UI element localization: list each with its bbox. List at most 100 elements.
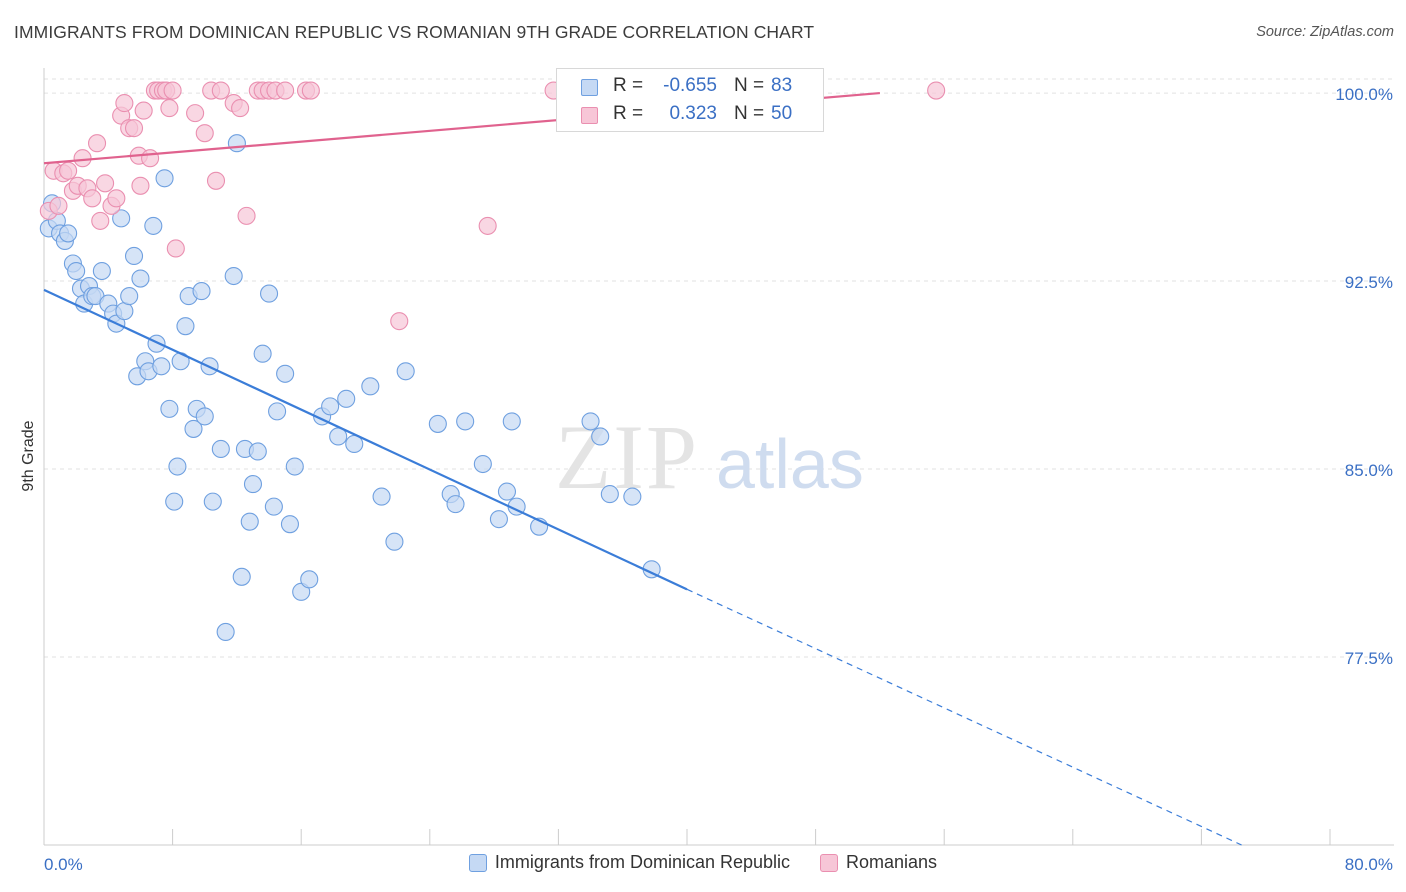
- point-dominican: [361, 377, 380, 396]
- point-romanian: [96, 174, 115, 193]
- point-romanian: [73, 149, 92, 168]
- point-dominican: [184, 419, 203, 438]
- x-tick-label: 80.0%: [1345, 855, 1393, 874]
- point-romanian: [237, 206, 256, 225]
- point-dominican: [456, 412, 475, 431]
- chart-title: IMMIGRANTS FROM DOMINICAN REPUBLIC VS RO…: [14, 22, 815, 42]
- point-romanian: [211, 81, 230, 100]
- point-romanian: [107, 189, 126, 208]
- point-dominican: [165, 492, 184, 511]
- stats-r-value: 0.323: [669, 103, 717, 124]
- legend-item-romanians[interactable]: Romanians: [820, 852, 937, 873]
- point-dominican: [300, 570, 319, 589]
- legend-swatch-blue: [468, 853, 487, 872]
- point-romanian: [87, 134, 107, 153]
- point-dominican: [211, 439, 230, 459]
- trend-line-dominican-extension: [686, 588, 1242, 846]
- point-romanian: [141, 149, 160, 168]
- point-romanian: [160, 99, 179, 118]
- point-romanian: [49, 196, 68, 215]
- point-romanian: [134, 101, 153, 120]
- stats-row-dominican: R = -0.655 N = 83: [557, 72, 823, 102]
- stats-swatch-blue: [581, 79, 598, 96]
- point-dominican: [144, 216, 163, 235]
- point-romanian: [91, 211, 110, 230]
- point-dominican: [473, 454, 492, 474]
- point-romanian: [163, 81, 182, 100]
- point-dominican: [168, 457, 187, 476]
- stats-box: R = -0.655 N = 83 R = 0.323 N = 50: [556, 68, 824, 132]
- point-romanian: [195, 124, 214, 143]
- stats-swatch-pink: [581, 107, 598, 124]
- point-dominican: [152, 357, 171, 376]
- point-romanian: [115, 94, 134, 113]
- point-dominican: [623, 487, 642, 506]
- point-dominican: [232, 567, 251, 586]
- stats-r-label: R =: [613, 103, 644, 124]
- point-dominican: [502, 412, 521, 431]
- point-romanian: [301, 81, 320, 100]
- point-dominican: [216, 622, 235, 642]
- point-dominican: [489, 510, 508, 529]
- point-dominican: [243, 475, 263, 494]
- point-dominican: [176, 317, 195, 336]
- point-dominican: [253, 344, 272, 363]
- y-tick-label: 92.5%: [1345, 273, 1393, 292]
- point-dominican: [67, 261, 86, 281]
- point-dominican: [337, 389, 356, 408]
- point-dominican: [92, 261, 111, 281]
- stats-n-value: 50: [771, 103, 793, 124]
- point-dominican: [195, 407, 214, 426]
- point-romanian: [390, 312, 409, 331]
- data-points: [39, 81, 946, 642]
- stats-n-label: N =: [734, 103, 765, 124]
- point-dominican: [372, 487, 391, 506]
- point-romanian: [131, 176, 150, 195]
- point-dominican: [192, 282, 211, 301]
- point-romanian: [59, 161, 78, 180]
- trend-line-dominican: [43, 288, 688, 591]
- point-dominican: [115, 302, 134, 321]
- point-dominican: [581, 412, 600, 431]
- point-dominican: [591, 427, 610, 446]
- point-dominican: [285, 457, 304, 476]
- point-romanian: [478, 216, 497, 235]
- legend: Immigrants from Dominican Republic Roman…: [0, 852, 1406, 873]
- legend-label: Immigrants from Dominican Republic: [494, 852, 791, 872]
- y-axis-label: 9th Grade: [20, 420, 37, 491]
- stats-n-label: N =: [734, 75, 765, 96]
- watermark-atlas: atlas: [716, 425, 864, 503]
- x-tick-label: 0.0%: [44, 855, 83, 874]
- y-tick-label: 100.0%: [1335, 85, 1393, 104]
- point-dominican: [240, 512, 259, 531]
- point-dominican: [321, 397, 340, 416]
- point-romanian: [206, 171, 226, 190]
- point-dominican: [224, 266, 243, 286]
- legend-item-dominican[interactable]: Immigrants from Dominican Republic: [468, 852, 791, 873]
- point-dominican: [600, 485, 619, 504]
- point-dominican: [396, 362, 415, 381]
- point-romanian: [124, 119, 144, 138]
- point-dominican: [120, 287, 139, 306]
- y-tick-label: 85.0%: [1345, 461, 1393, 480]
- point-dominican: [131, 269, 150, 288]
- legend-label: Romanians: [846, 852, 938, 872]
- point-dominican: [497, 482, 517, 501]
- point-dominican: [59, 224, 78, 243]
- source-label: Source: ZipAtlas.com: [1256, 24, 1394, 40]
- stats-r-value: -0.655: [663, 75, 717, 96]
- point-dominican: [268, 402, 287, 421]
- point-dominican: [160, 399, 179, 418]
- point-dominican: [446, 495, 465, 514]
- point-romanian: [83, 189, 102, 208]
- point-dominican: [264, 497, 283, 516]
- stats-n-value: 83: [771, 75, 793, 96]
- stats-r-label: R =: [613, 75, 644, 96]
- point-dominican: [259, 284, 279, 303]
- point-dominican: [227, 134, 246, 153]
- point-dominican: [112, 209, 131, 228]
- point-dominican: [147, 334, 166, 353]
- point-dominican: [155, 169, 174, 188]
- point-dominican: [124, 246, 144, 266]
